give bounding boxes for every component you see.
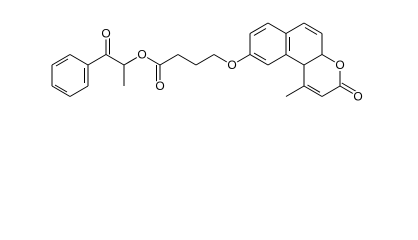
- bond: [253, 28, 267, 36]
- atom-labels: O O O O O O: [100, 27, 364, 104]
- bond: [69, 54, 89, 66]
- atom-label: O: [227, 58, 236, 72]
- atom-label: O: [335, 58, 344, 72]
- bond: [51, 85, 71, 97]
- bond: [307, 84, 321, 93]
- structure-diagram: O O O O O O: [51, 22, 364, 104]
- bond: [69, 85, 89, 97]
- atom-label: O: [137, 48, 146, 62]
- bond: [55, 58, 69, 67]
- bond: [195, 54, 215, 66]
- bond: [253, 52, 267, 61]
- bond: [54, 84, 68, 93]
- bond: [105, 54, 125, 66]
- label-background: [136, 48, 148, 61]
- bond: [303, 54, 323, 66]
- bond: [267, 54, 287, 66]
- bond: [159, 54, 179, 66]
- bond: [51, 54, 71, 66]
- bond: [87, 54, 107, 66]
- bond: [249, 54, 269, 66]
- label-background: [154, 80, 166, 92]
- bond: [267, 22, 287, 34]
- label-background: [334, 59, 346, 71]
- bond: [303, 85, 323, 97]
- bond: [304, 27, 318, 35]
- label-background: [226, 59, 238, 71]
- bonds: [51, 22, 361, 97]
- label-background: [100, 27, 112, 40]
- atom-label: O: [101, 27, 110, 41]
- label-background: [352, 90, 364, 103]
- bond: [249, 22, 269, 34]
- bond: [285, 85, 305, 97]
- bond: [177, 54, 197, 66]
- atom-label: O: [155, 79, 164, 93]
- bond: [285, 54, 305, 66]
- bond: [285, 22, 305, 34]
- bond: [303, 22, 323, 34]
- bond: [321, 85, 341, 97]
- atom-label: O: [353, 90, 362, 104]
